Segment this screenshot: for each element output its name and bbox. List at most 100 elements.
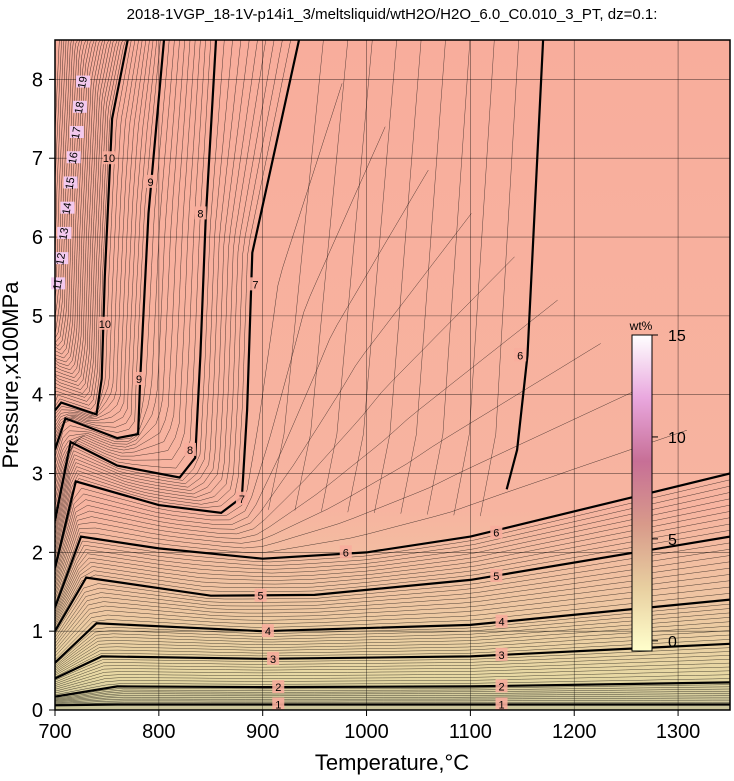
y-axis-label: Pressure,x100MPa <box>0 281 23 469</box>
fine-contour-line <box>55 40 103 367</box>
contour-label-bg <box>495 614 508 628</box>
fine-contour-line <box>55 40 107 375</box>
contour-label-6: 6 <box>493 528 499 540</box>
contour-line-6 <box>55 472 730 608</box>
cluster-label-15: 15 <box>64 176 78 190</box>
contour-label-7: 7 <box>239 494 245 506</box>
x-tick-label: 1100 <box>449 721 492 743</box>
fine-contour-line <box>55 625 730 673</box>
fine-contour-line <box>55 40 154 439</box>
cluster-label-12: 12 <box>54 252 68 266</box>
fine-contour-line <box>55 670 730 692</box>
fine-contour-line <box>55 548 730 638</box>
fine-contour-line <box>55 343 601 596</box>
fine-contour-line <box>55 40 89 339</box>
contour-label-bg <box>272 680 285 694</box>
fine-contour-line <box>55 40 267 550</box>
contour-label-2: 2 <box>275 682 281 694</box>
chart-title: 2018-1VGP_18-1V-p14i1_3/meltsliquid/wtH2… <box>127 6 658 23</box>
fine-contour-line <box>55 593 730 660</box>
fine-contour-line <box>55 511 730 622</box>
fine-contour-line <box>321 40 373 512</box>
fine-contour-line <box>55 40 85 331</box>
fine-contour-line <box>55 40 143 427</box>
contour-label-bg <box>339 545 352 559</box>
fine-contour-line <box>55 40 82 327</box>
contour-labels: 1 1 2 2 3 3 4 4 5 5 6 6 6 7 7 8 8 9 9 10 10 <box>99 151 527 711</box>
fine-contour-line <box>453 40 495 516</box>
fine-contour-line <box>55 40 161 446</box>
fine-contour-line <box>55 479 730 610</box>
fine-contour-line <box>55 40 206 507</box>
fine-contour-line <box>55 612 730 668</box>
fine-contour-line <box>55 492 730 615</box>
x-tick-label: 1000 <box>344 721 389 743</box>
contour-label-bg <box>249 277 262 291</box>
contour-label-bg <box>98 316 111 330</box>
fine-contour-line <box>55 523 730 627</box>
fine-contour-line <box>55 504 730 620</box>
y-tick-label: 7 <box>32 148 43 170</box>
contour-label-bg <box>103 151 115 165</box>
contour-label-bg <box>184 442 196 456</box>
fine-contour-line <box>294 40 349 511</box>
fine-contour-line <box>55 40 242 536</box>
fine-contour-line <box>55 40 201 500</box>
y-tick-label: 6 <box>32 227 43 249</box>
y-tick-label: 3 <box>32 464 43 486</box>
cluster-label-19: 19 <box>76 75 90 89</box>
fine-contour-line <box>55 517 730 625</box>
fine-contour-line <box>374 40 422 513</box>
fine-contour-line <box>55 580 730 654</box>
fine-contour-line <box>55 40 122 402</box>
fine-contour-line <box>55 40 180 472</box>
fine-contour-line <box>55 40 212 514</box>
cluster-label-16: 16 <box>67 151 81 165</box>
contour-line-1 <box>55 703 730 707</box>
fine-contour-line <box>55 40 105 371</box>
fine-contour-line <box>55 40 118 394</box>
contour-label-6: 6 <box>343 547 349 559</box>
fine-contour-line <box>55 40 136 419</box>
cluster-label-bg <box>72 100 87 113</box>
colorbar-ticks: 0 5 10 15 <box>652 328 686 651</box>
contour-label-4: 4 <box>265 626 271 638</box>
fine-contour-line <box>55 561 730 644</box>
contour-label-6: 6 <box>517 350 523 362</box>
cluster-label-bg <box>63 176 78 189</box>
contour-label-5: 5 <box>493 571 499 583</box>
fine-contour-line <box>55 684 730 698</box>
x-tick-label: 1300 <box>656 721 701 743</box>
contour-label-bg <box>495 697 508 711</box>
fine-contour-line <box>55 630 730 674</box>
fine-contour-line <box>55 40 132 415</box>
fine-contour-line <box>480 40 519 517</box>
fine-contour-line <box>55 678 730 696</box>
fine-contour-line <box>55 699 730 704</box>
fine-contour-line <box>55 256 515 588</box>
y-tick-label: 1 <box>32 621 43 643</box>
x-axis-ticks: 700 800 900 1000 1100 1200 1300 <box>38 710 700 743</box>
x-tick-label: 700 <box>38 721 71 743</box>
fine-contour-line <box>55 498 730 618</box>
contour-label-8: 8 <box>187 445 193 457</box>
fine-contour-line <box>55 40 258 545</box>
fine-contour-line <box>347 40 397 513</box>
fine-contour-line <box>55 686 730 699</box>
colorbar-tick-label: 10 <box>668 430 686 447</box>
colorbar-title: wt% <box>629 319 653 333</box>
fine-contour-line <box>55 40 116 390</box>
contour-label-bg <box>133 371 146 385</box>
fine-contour-line <box>55 40 114 386</box>
fine-contour-line <box>55 695 730 703</box>
fine-contour-line <box>55 40 139 423</box>
fine-contour-lines <box>55 40 730 705</box>
fine-contour-line <box>55 688 730 700</box>
fine-contour-line <box>55 697 730 703</box>
contour-label-bg <box>272 697 285 711</box>
y-tick-label: 4 <box>32 385 43 407</box>
y-tick-label: 2 <box>32 542 43 564</box>
fine-contour-line <box>55 40 283 559</box>
fine-contour-line <box>55 83 343 573</box>
